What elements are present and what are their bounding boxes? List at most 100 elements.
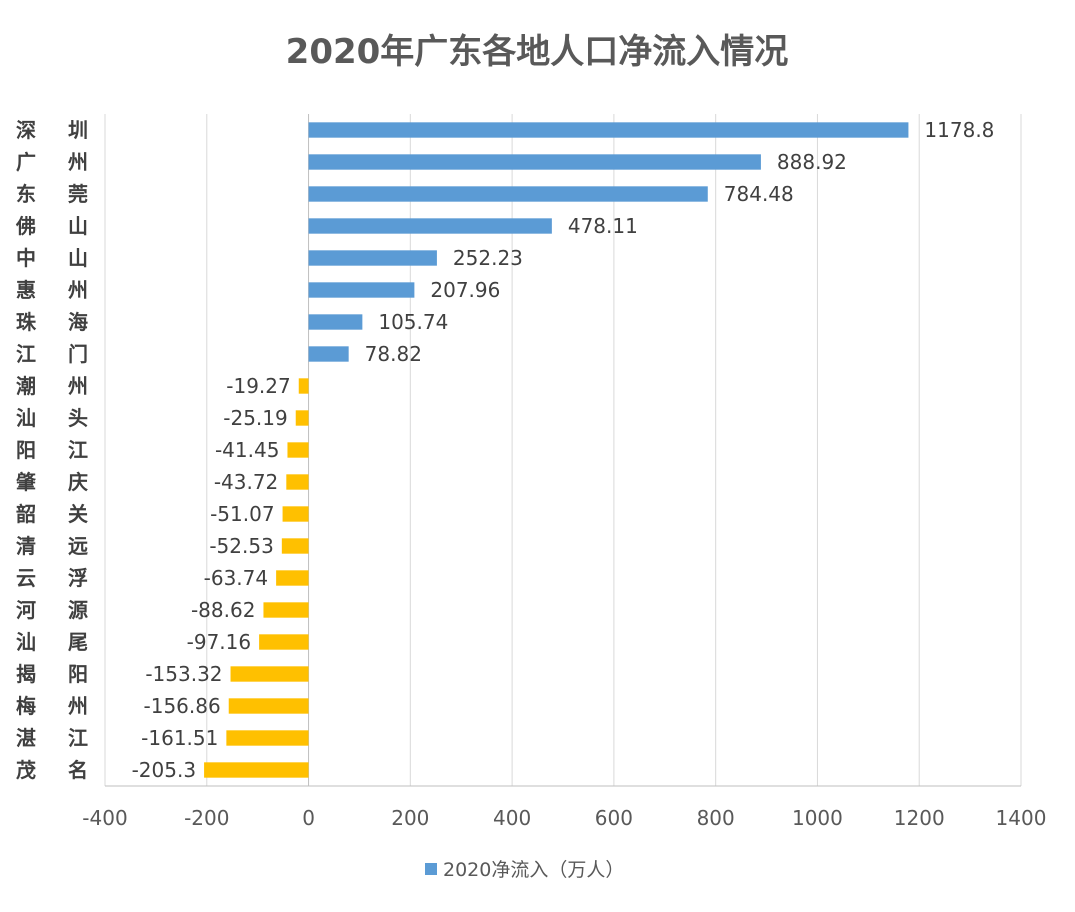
data-label-15: -88.62 bbox=[191, 598, 255, 622]
data-label-18: -156.86 bbox=[144, 694, 221, 718]
bar-3 bbox=[308, 218, 552, 234]
bar-20 bbox=[204, 762, 309, 778]
data-label-9: -25.19 bbox=[223, 406, 287, 430]
data-label-14: -63.74 bbox=[204, 566, 268, 590]
category-label-16-b: 尾 bbox=[68, 630, 88, 654]
category-label-2-a: 东 bbox=[16, 182, 36, 206]
category-label-7-b: 门 bbox=[68, 342, 88, 366]
bar-19 bbox=[226, 730, 309, 746]
category-label-17-a: 揭 bbox=[16, 662, 36, 686]
category-label-8-a: 潮 bbox=[16, 374, 36, 398]
category-label-4-b: 山 bbox=[68, 246, 88, 270]
category-label-4-a: 中 bbox=[16, 246, 36, 270]
category-label-12-a: 韶 bbox=[16, 502, 36, 526]
bars bbox=[204, 122, 909, 778]
category-label-14-a: 云 bbox=[16, 566, 36, 590]
x-tick-label-7: 1000 bbox=[792, 806, 843, 830]
x-tick-label-1: -200 bbox=[184, 806, 229, 830]
category-label-0-a: 深 bbox=[16, 118, 36, 142]
category-label-13-a: 清 bbox=[16, 534, 36, 558]
category-label-12-b: 关 bbox=[68, 502, 88, 526]
category-label-11-b: 庆 bbox=[68, 470, 88, 494]
category-label-19-a: 湛 bbox=[16, 726, 36, 750]
data-label-19: -161.51 bbox=[141, 726, 218, 750]
x-tick-label-2: 0 bbox=[302, 806, 315, 830]
category-label-10-b: 江 bbox=[68, 438, 88, 462]
bar-4 bbox=[308, 250, 437, 266]
category-label-0-b: 圳 bbox=[68, 118, 88, 142]
bar-10 bbox=[287, 442, 309, 458]
bar-13 bbox=[281, 538, 309, 554]
data-label-17: -153.32 bbox=[145, 662, 222, 686]
x-tick-label-9: 1400 bbox=[996, 806, 1047, 830]
data-label-1: 888.92 bbox=[777, 150, 847, 174]
bar-1 bbox=[308, 154, 761, 170]
data-label-4: 252.23 bbox=[453, 246, 523, 270]
category-label-3-a: 佛 bbox=[15, 214, 36, 238]
data-label-3: 478.11 bbox=[568, 214, 638, 238]
data-label-20: -205.3 bbox=[132, 758, 196, 782]
category-labels: 深圳广 州东 莞佛 山中 山惠 州珠 海江 门潮 州汕 头阳 江肇 庆韶 关清 远云 浮河 源汕 尾揭 阳梅 州湛江… bbox=[15, 118, 88, 782]
category-label-3-b: 山 bbox=[68, 214, 88, 238]
category-label-9-b: 头 bbox=[68, 406, 88, 430]
bar-11 bbox=[286, 474, 309, 490]
data-label-7: 78.82 bbox=[365, 342, 422, 366]
category-label-16-a: 汕 bbox=[16, 630, 36, 654]
data-label-16: -97.16 bbox=[187, 630, 251, 654]
category-label-19-b: 江 bbox=[68, 726, 88, 750]
category-label-10-a: 阳 bbox=[16, 438, 36, 462]
category-label-6-a: 珠 bbox=[16, 310, 37, 334]
category-label-14-b: 浮 bbox=[68, 566, 88, 590]
x-axis-tick-labels: -400 -200 0 200 400 600 800 1000 1200 1400 bbox=[82, 806, 1046, 830]
category-label-5-b: 州 bbox=[68, 278, 88, 302]
data-label-0: 1178.8 bbox=[924, 118, 994, 142]
data-labels: 1178.8 888.92 784.48 478.11 252.23 207.96 105.… bbox=[132, 118, 995, 782]
category-label-6-b: 海 bbox=[68, 310, 88, 334]
data-label-2: 784.48 bbox=[724, 182, 794, 206]
category-label-18-b: 州 bbox=[68, 694, 88, 718]
bar-0 bbox=[308, 122, 909, 138]
bar-8 bbox=[298, 378, 309, 394]
legend-swatch bbox=[425, 863, 437, 875]
x-tick-label-3: 200 bbox=[391, 806, 429, 830]
bar-5 bbox=[308, 282, 415, 298]
category-label-5-a: 惠 bbox=[16, 278, 36, 302]
x-tick-label-8: 1200 bbox=[894, 806, 945, 830]
bar-16 bbox=[259, 634, 309, 650]
bar-2 bbox=[308, 186, 708, 202]
data-label-12: -51.07 bbox=[210, 502, 274, 526]
data-label-13: -52.53 bbox=[209, 534, 273, 558]
bar-9 bbox=[295, 410, 309, 426]
bar-14 bbox=[276, 570, 309, 586]
bar-17 bbox=[230, 666, 309, 682]
category-label-13-b: 远 bbox=[68, 534, 88, 558]
legend-label: 2020净流入（万人） bbox=[443, 859, 624, 881]
category-label-15-b: 源 bbox=[68, 598, 88, 622]
bar-6 bbox=[308, 314, 363, 330]
category-label-11-a: 肇 bbox=[16, 470, 37, 494]
x-tick-label-6: 800 bbox=[697, 806, 735, 830]
category-label-17-b: 阳 bbox=[68, 662, 88, 686]
category-label-9-a: 汕 bbox=[16, 406, 36, 430]
x-tick-label-5: 600 bbox=[595, 806, 633, 830]
category-label-8-b: 州 bbox=[68, 374, 88, 398]
data-label-11: -43.72 bbox=[214, 470, 278, 494]
data-label-8: -19.27 bbox=[226, 374, 290, 398]
data-label-5: 207.96 bbox=[430, 278, 500, 302]
data-label-6: 105.74 bbox=[378, 310, 448, 334]
x-tick-label-4: 400 bbox=[493, 806, 531, 830]
bar-12 bbox=[282, 506, 309, 522]
category-label-7-a: 江 bbox=[16, 342, 36, 366]
category-label-15-a: 河 bbox=[16, 598, 36, 622]
category-label-18-a: 梅 bbox=[16, 694, 36, 718]
category-label-1-a: 广 bbox=[16, 150, 36, 174]
category-label-20-b: 名 bbox=[68, 758, 88, 782]
chart-title: 2020年广东各地人口净流入情况 bbox=[286, 32, 789, 72]
bar-7 bbox=[308, 346, 349, 362]
x-tick-label-0: -400 bbox=[82, 806, 127, 830]
data-label-10: -41.45 bbox=[215, 438, 279, 462]
category-label-20-a: 茂 bbox=[16, 758, 36, 782]
category-label-2-b: 莞 bbox=[68, 182, 88, 206]
